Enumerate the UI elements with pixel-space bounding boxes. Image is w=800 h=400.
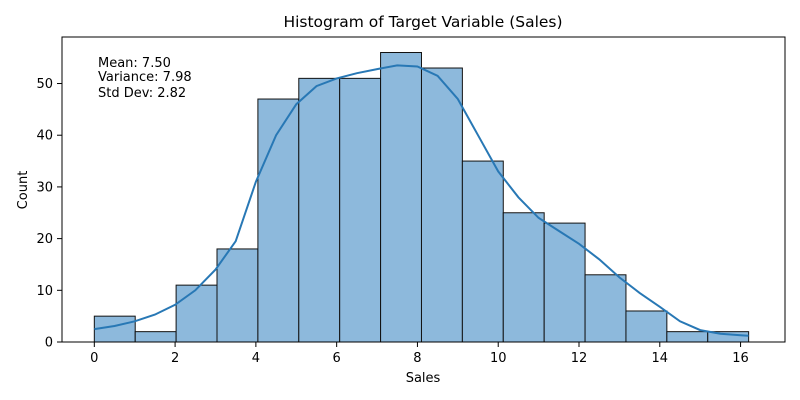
x-tick-label: 12 [571, 351, 588, 366]
kde-line [94, 64, 749, 337]
stat-std-dev: Std Dev: 2.82 [98, 86, 186, 101]
y-tick-label: 20 [36, 232, 53, 247]
histogram-bar [380, 52, 422, 343]
x-axis-label: Sales [406, 371, 441, 386]
histogram-bar [175, 284, 218, 343]
histogram-bar [257, 98, 300, 343]
y-tick-label: 30 [36, 180, 53, 195]
bars-group [93, 52, 750, 343]
histogram-bar [666, 331, 709, 343]
y-tick-label: 10 [36, 284, 53, 299]
x-tick-label: 14 [652, 351, 669, 366]
histogram-bar [461, 160, 504, 343]
y-tick-label: 0 [45, 336, 53, 351]
stat-mean: Mean: 7.50 [98, 56, 171, 71]
x-tick-label: 10 [490, 351, 507, 366]
x-tick-label: 16 [732, 351, 749, 366]
histogram-bar [420, 67, 463, 343]
histogram-bar [543, 222, 586, 343]
x-axis-ticks: 0 2 4 6 8 10 12 14 16 [90, 342, 749, 366]
y-axis-label: Count [16, 171, 31, 210]
chart-title: Histogram of Target Variable (Sales) [283, 13, 562, 31]
stats-annotation: Mean: 7.50 Variance: 7.98 Std Dev: 2.82 [98, 56, 192, 101]
x-tick-label: 2 [171, 351, 179, 366]
histogram-bar [298, 77, 341, 343]
y-tick-label: 50 [36, 77, 53, 92]
plot-frame [61, 36, 786, 343]
x-tick-label: 4 [252, 351, 260, 366]
histogram-bar [216, 248, 259, 343]
histogram-bar [93, 315, 136, 343]
histogram-bar [584, 274, 627, 343]
histogram-bar [502, 212, 545, 343]
histogram-bar [339, 77, 382, 343]
x-tick-label: 0 [90, 351, 98, 366]
stat-variance: Variance: 7.98 [98, 70, 192, 85]
y-tick-label: 40 [36, 129, 53, 144]
histogram-bar [134, 331, 177, 343]
y-axis-ticks: 0 10 20 30 40 50 [36, 77, 62, 351]
x-tick-label: 8 [413, 351, 421, 366]
x-tick-label: 6 [333, 351, 341, 366]
histogram-bar [625, 310, 668, 343]
